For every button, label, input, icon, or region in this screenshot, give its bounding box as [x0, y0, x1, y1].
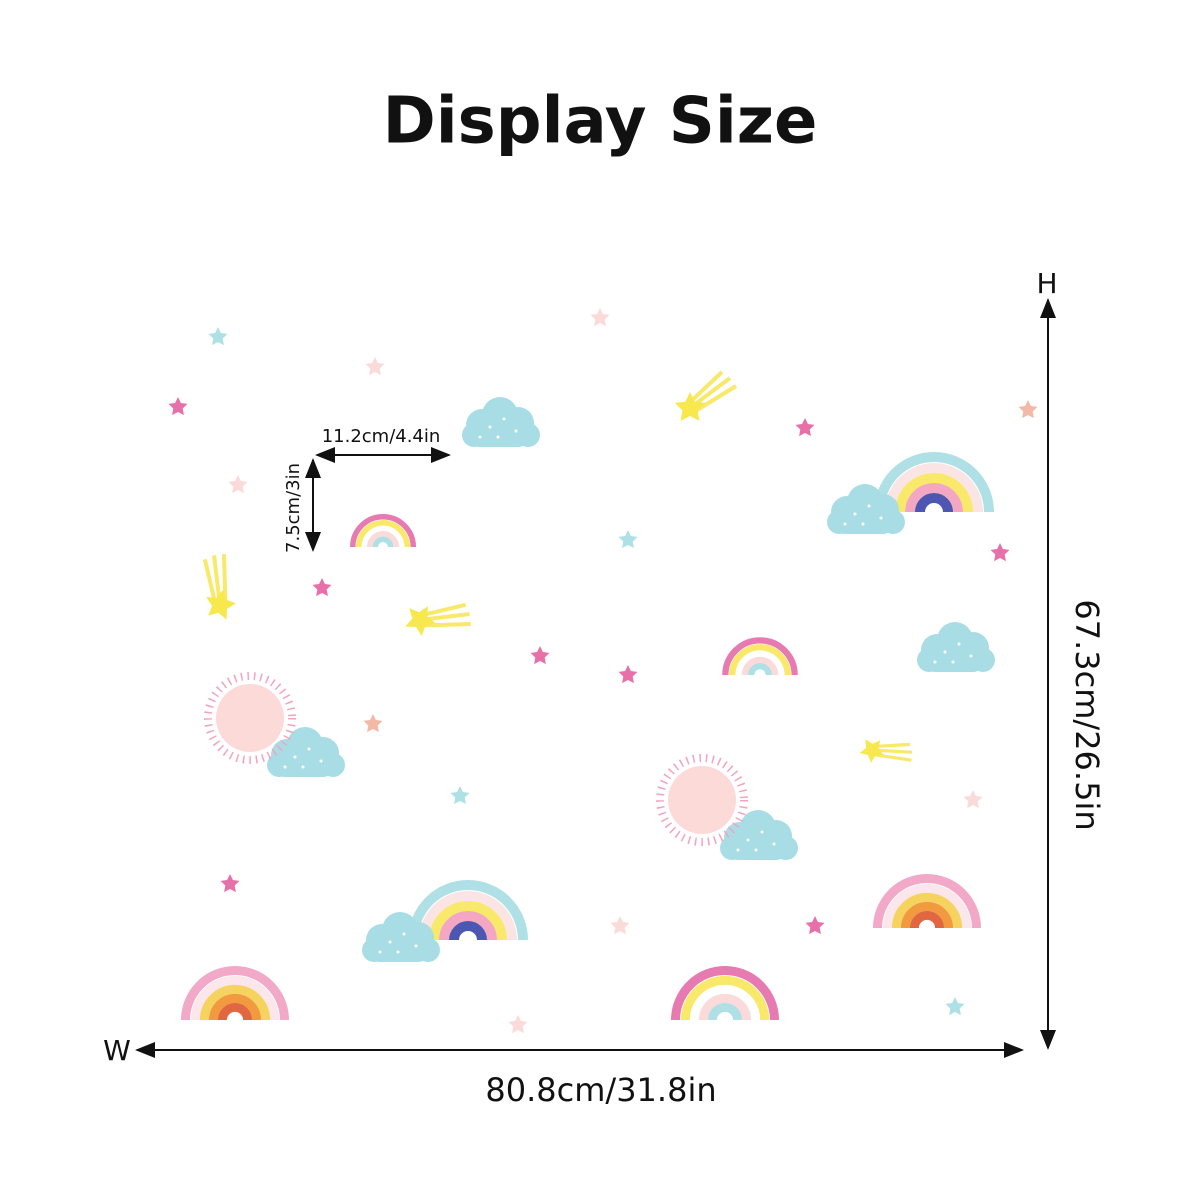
rainbow	[676, 971, 775, 1020]
width-marker: W	[103, 1034, 131, 1067]
star	[610, 916, 630, 935]
rainbow	[353, 517, 414, 547]
shooting-star	[675, 372, 736, 421]
shooting-star	[856, 720, 919, 781]
decorations	[168, 308, 1038, 1034]
star	[530, 646, 550, 665]
sun	[208, 676, 292, 760]
height-marker: H	[1036, 267, 1057, 300]
star	[590, 308, 610, 327]
sun	[660, 758, 744, 842]
star	[1018, 400, 1038, 419]
cloud	[462, 397, 540, 447]
rainbow	[186, 971, 285, 1020]
star	[363, 714, 383, 733]
star	[365, 357, 385, 376]
star	[208, 327, 228, 346]
shooting-star	[181, 547, 254, 624]
title: Display Size	[383, 85, 818, 159]
star	[508, 1015, 528, 1034]
item-height-label: 7.5cm/3in	[283, 463, 304, 553]
rainbow	[725, 640, 794, 675]
star	[228, 475, 248, 494]
star	[168, 397, 188, 416]
star	[312, 578, 332, 597]
height-label: 67.3cm/26.5in	[1068, 599, 1106, 830]
star	[990, 543, 1010, 562]
shooting-star	[400, 581, 477, 654]
dimension-lines	[135, 298, 1056, 1058]
star	[795, 418, 815, 437]
rainbow	[878, 879, 977, 928]
star	[805, 916, 825, 935]
cloud	[917, 622, 995, 672]
star	[618, 530, 638, 549]
star	[220, 874, 240, 893]
star	[963, 790, 983, 809]
cloud	[720, 810, 798, 860]
star	[945, 997, 965, 1016]
item-width-label: 11.2cm/4.4in	[322, 426, 441, 447]
star	[450, 786, 470, 805]
width-label: 80.8cm/31.8in	[485, 1071, 716, 1109]
star	[618, 665, 638, 684]
